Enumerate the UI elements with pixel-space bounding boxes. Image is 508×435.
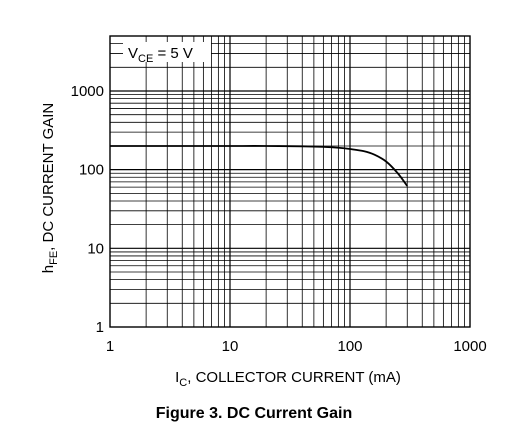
x-tick-label: 1: [106, 338, 114, 355]
series-line-vce-5v: [109, 145, 408, 187]
dc-current-gain-chart: 1 10 100 1000 1 10 100 1000 VCE = 5 V IC, COLL…: [40, 35, 487, 389]
x-axis-title-main: I: [175, 369, 179, 386]
y-tick-label: 10: [87, 240, 104, 257]
y-axis-title-main: h: [40, 265, 57, 273]
y-tick-label: 100: [79, 162, 104, 179]
vce-annotation: VCE = 5 V: [128, 45, 193, 65]
plot-frame: [109, 35, 471, 328]
annotation-rest: = 5 V: [153, 45, 193, 62]
y-axis-title: hFE, DC CURRENT GAIN: [40, 103, 60, 273]
y-tick-labels: 1 10 100 1000: [71, 83, 104, 336]
y-axis-title-rest: , DC CURRENT GAIN: [40, 103, 57, 251]
y-tick-label: 1000: [71, 83, 104, 100]
x-axis-title: IC, COLLECTOR CURRENT (mA): [175, 369, 401, 389]
y-axis-title-subscript: FE: [48, 251, 60, 265]
x-tick-label: 1000: [453, 338, 486, 355]
grid: [110, 36, 470, 327]
x-axis-title-subscript: C: [179, 377, 187, 389]
x-axis-title-rest: , COLLECTOR CURRENT (mA): [187, 369, 401, 386]
x-tick-label: 10: [222, 338, 239, 355]
x-tick-label: 100: [337, 338, 362, 355]
figure-caption: Figure 3. DC Current Gain: [155, 405, 353, 422]
annotation-subscript: CE: [138, 53, 153, 65]
annotation-main: V: [128, 45, 138, 62]
y-tick-label: 1: [96, 319, 104, 336]
x-tick-labels: 1 10 100 1000: [106, 338, 487, 355]
annotation-background: [123, 42, 211, 62]
